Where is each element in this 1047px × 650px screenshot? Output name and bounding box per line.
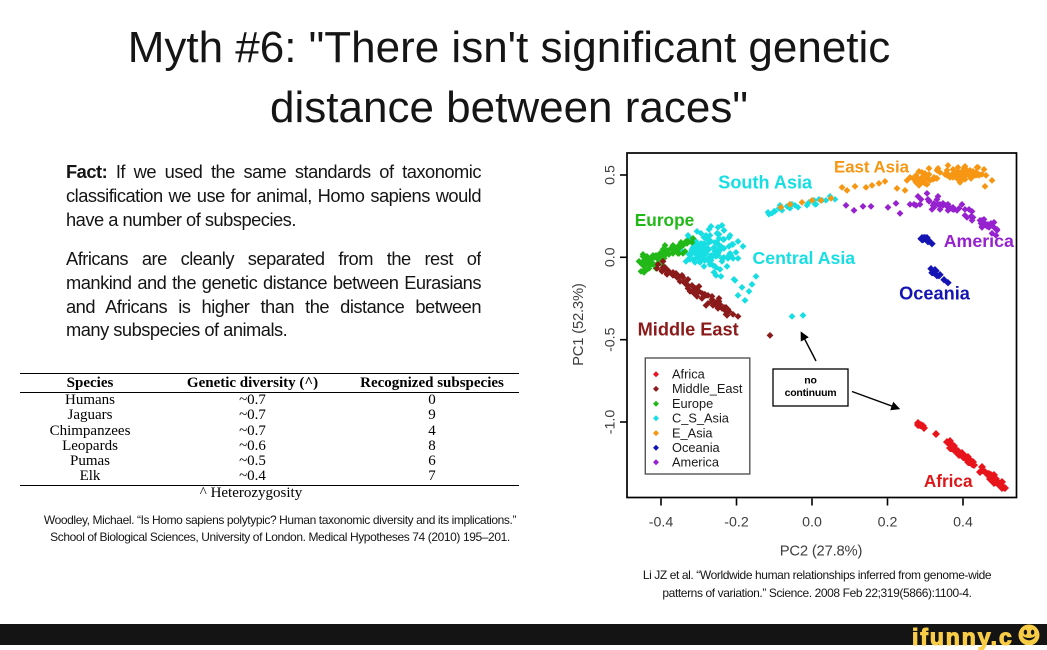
svg-text:-1.0: -1.0 xyxy=(603,410,619,435)
svg-text:Oceania: Oceania xyxy=(672,440,721,455)
svg-text:Africa: Africa xyxy=(672,367,706,382)
svg-text:Europe: Europe xyxy=(672,396,713,411)
svg-text:PC2 (27.8%): PC2 (27.8%) xyxy=(780,544,863,560)
svg-text:-0.2: -0.2 xyxy=(724,515,749,531)
svg-text:0.0: 0.0 xyxy=(802,515,822,531)
svg-text:PC1 (52.3%): PC1 (52.3%) xyxy=(571,283,587,366)
svg-text:continuum: continuum xyxy=(785,387,837,399)
svg-text:Europe: Europe xyxy=(635,210,695,230)
svg-text:Central Asia: Central Asia xyxy=(753,248,856,268)
svg-text:Middle_East: Middle_East xyxy=(672,381,743,396)
svg-text:Africa: Africa xyxy=(924,471,973,491)
svg-text:Oceania: Oceania xyxy=(899,284,971,304)
svg-text:America: America xyxy=(944,231,1014,251)
svg-text:0.5: 0.5 xyxy=(603,165,619,185)
svg-text:0.2: 0.2 xyxy=(878,515,898,531)
svg-text:-0.5: -0.5 xyxy=(603,327,619,352)
svg-text:0.0: 0.0 xyxy=(603,247,619,267)
svg-text:-0.4: -0.4 xyxy=(649,515,674,531)
svg-text:C_S_Asia: C_S_Asia xyxy=(672,411,730,426)
svg-text:E_Asia: E_Asia xyxy=(672,425,713,440)
svg-text:no: no xyxy=(804,375,816,387)
svg-text:0.4: 0.4 xyxy=(953,515,973,531)
svg-text:America: America xyxy=(672,455,720,470)
svg-text:East Asia: East Asia xyxy=(834,158,910,177)
svg-text:Middle East: Middle East xyxy=(638,319,739,339)
svg-text:South Asia: South Asia xyxy=(718,173,813,193)
